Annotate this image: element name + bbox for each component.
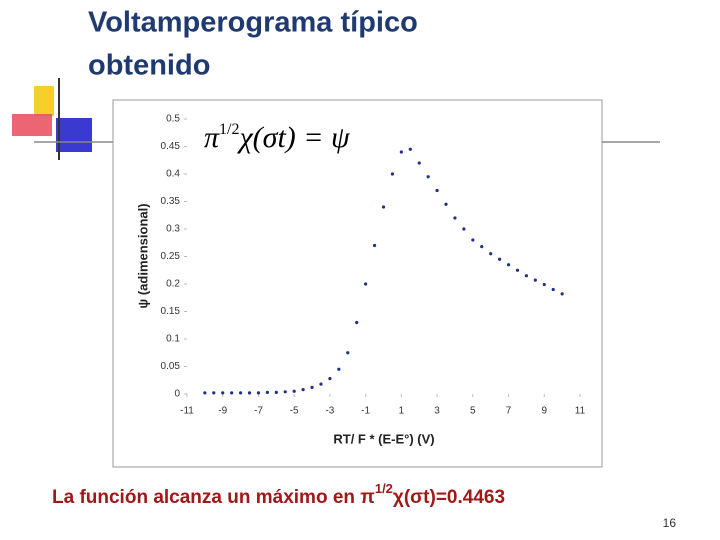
page-number: 16	[663, 516, 677, 530]
x-tick-label: -9	[218, 406, 227, 417]
x-axis-label: RT/ F * (E-E°) (V)	[333, 431, 434, 446]
caption: La función alcanza un máximo en π1/2χ(σt…	[52, 481, 505, 508]
y-tick-label: 0.45	[161, 141, 181, 152]
data-point	[515, 268, 520, 272]
data-point	[310, 385, 314, 389]
y-axis-label: ψ (adimensional)	[135, 203, 150, 308]
annotation-part: χ(σt) = ψ	[236, 121, 351, 154]
data-point	[453, 216, 457, 220]
data-point	[337, 367, 341, 371]
x-tick-label: -7	[254, 406, 263, 417]
deco-blue	[56, 118, 92, 152]
data-point	[542, 282, 546, 287]
data-point	[480, 245, 484, 249]
y-tick-label: 0.2	[166, 279, 180, 290]
y-tick-label: 0.05	[161, 361, 181, 372]
y-tick-label: 0.3	[166, 224, 180, 235]
y-tick-label: 0.25	[161, 251, 181, 262]
caption-part: 1/2	[375, 481, 393, 496]
x-tick-label: 3	[434, 406, 440, 417]
y-tick-label: 0.35	[161, 196, 181, 207]
data-point	[301, 388, 305, 392]
data-point	[247, 391, 252, 395]
data-point	[462, 227, 466, 231]
x-tick-label: 7	[506, 406, 512, 417]
data-point	[319, 382, 323, 386]
y-tick-label: 0.5	[166, 114, 180, 125]
deco-red	[12, 114, 52, 136]
data-point	[212, 391, 216, 395]
data-point	[292, 389, 296, 393]
data-point	[426, 175, 430, 179]
y-tick-label: 0.4	[166, 169, 180, 180]
caption-part: χ(σt)=0.4463	[393, 487, 505, 508]
data-point	[346, 351, 350, 355]
data-point	[256, 391, 261, 395]
chart-frame	[112, 99, 603, 468]
data-point	[221, 391, 225, 395]
data-point	[444, 202, 448, 206]
data-point	[230, 391, 234, 395]
x-tick-label: 9	[541, 406, 547, 417]
annotation: π1/2χ(σt) = ψ	[204, 121, 351, 154]
data-point	[265, 390, 269, 394]
data-point	[238, 391, 243, 395]
data-point	[283, 390, 287, 394]
slide-title: obtenido	[88, 50, 210, 82]
data-point	[372, 243, 377, 248]
x-tick-label: -11	[180, 406, 194, 417]
data-point	[498, 257, 502, 261]
deco-yellow	[34, 86, 54, 116]
data-point	[506, 263, 511, 267]
data-point	[203, 391, 207, 395]
data-point	[524, 274, 529, 278]
data-point	[390, 172, 395, 176]
y-tick-label: 0.1	[166, 334, 180, 345]
data-point	[328, 377, 332, 381]
data-point	[489, 252, 493, 256]
data-point	[381, 205, 386, 209]
data-point	[408, 147, 412, 151]
x-tick-label: 5	[470, 406, 476, 417]
x-tick-label: -1	[361, 406, 370, 417]
annotation-part: 1/2	[219, 121, 239, 138]
data-point	[471, 238, 475, 242]
annotation-part: π	[204, 121, 220, 154]
y-tick-label: 0	[174, 389, 180, 400]
data-point	[417, 161, 421, 165]
data-point	[364, 282, 368, 286]
slide-title: Voltamperograma típico	[88, 7, 418, 39]
caption-part: La función alcanza un máximo en π	[52, 487, 375, 508]
data-point	[533, 278, 537, 282]
data-point	[274, 390, 278, 394]
x-tick-label: -5	[290, 406, 299, 417]
y-tick-label: 0.15	[161, 306, 181, 317]
x-tick-label: 1	[399, 406, 405, 417]
data-point	[560, 292, 564, 296]
data-point	[435, 188, 439, 193]
data-point	[399, 150, 403, 154]
data-point	[551, 287, 555, 292]
x-tick-label: -3	[325, 406, 334, 417]
data-point	[355, 320, 359, 325]
x-tick-label: 11	[575, 406, 586, 417]
